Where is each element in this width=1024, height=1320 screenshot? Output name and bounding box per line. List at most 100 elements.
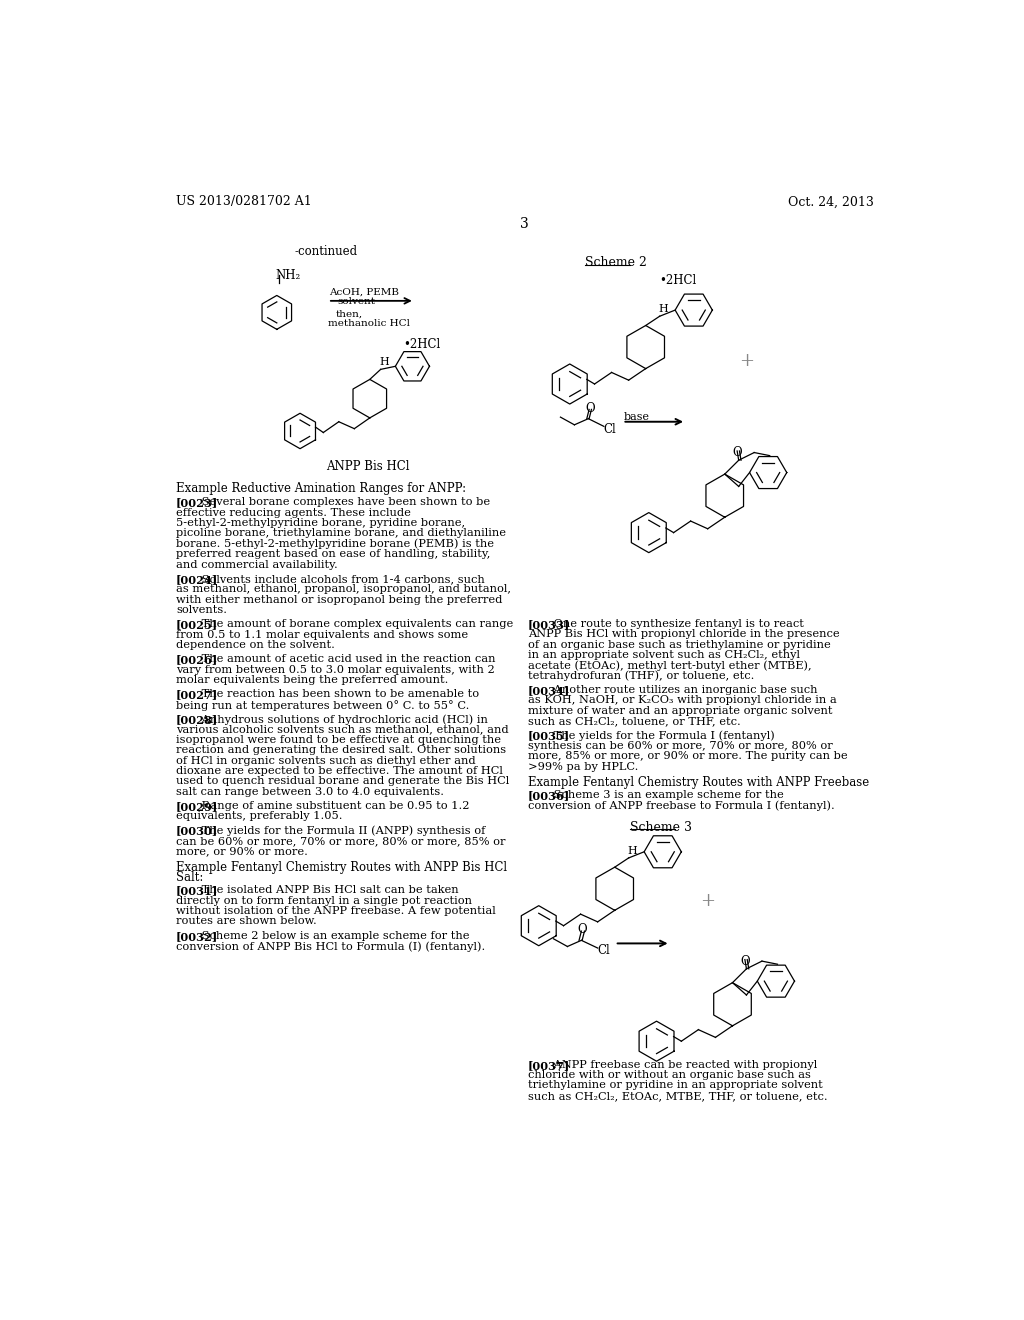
Text: US 2013/0281702 A1: US 2013/0281702 A1 <box>176 195 311 209</box>
Text: chloride with or without an organic base such as: chloride with or without an organic base… <box>528 1071 811 1080</box>
Text: [0025]: [0025] <box>176 619 218 630</box>
Text: conversion of ANPP Bis HCl to Formula (I) (fentanyl).: conversion of ANPP Bis HCl to Formula (I… <box>176 941 485 952</box>
Text: >99% pa by HPLC.: >99% pa by HPLC. <box>528 762 638 772</box>
Text: [0023]: [0023] <box>176 498 218 508</box>
Text: 3: 3 <box>520 216 529 231</box>
Text: mixture of water and an appropriate organic solvent: mixture of water and an appropriate orga… <box>528 706 833 715</box>
Text: can be 60% or more, 70% or more, 80% or more, 85% or: can be 60% or more, 70% or more, 80% or … <box>176 836 506 846</box>
Text: being run at temperatures between 0° C. to 55° C.: being run at temperatures between 0° C. … <box>176 700 469 710</box>
Text: The amount of acetic acid used in the reaction can: The amount of acetic acid used in the re… <box>198 655 496 664</box>
Text: O: O <box>578 924 587 936</box>
Text: routes are shown below.: routes are shown below. <box>176 916 316 927</box>
Text: Oct. 24, 2013: Oct. 24, 2013 <box>787 195 873 209</box>
Text: dependence on the solvent.: dependence on the solvent. <box>176 640 335 649</box>
Text: H: H <box>627 846 637 855</box>
Text: [0035]: [0035] <box>528 730 570 742</box>
Text: [0034]: [0034] <box>528 685 570 696</box>
Text: The isolated ANPP Bis HCl salt can be taken: The isolated ANPP Bis HCl salt can be ta… <box>198 886 459 895</box>
Text: 5-ethyl-2-methylpyridine borane, pyridine borane,: 5-ethyl-2-methylpyridine borane, pyridin… <box>176 517 465 528</box>
Text: then,: then, <box>336 309 362 318</box>
Text: H: H <box>658 304 668 314</box>
Text: O: O <box>740 954 750 968</box>
Text: with either methanol or isopropanol being the preferred: with either methanol or isopropanol bein… <box>176 594 503 605</box>
Text: of HCl in organic solvents such as diethyl ether and: of HCl in organic solvents such as dieth… <box>176 755 476 766</box>
Text: dioxane are expected to be effective. The amount of HCl: dioxane are expected to be effective. Th… <box>176 766 503 776</box>
Text: directly on to form fentanyl in a single pot reaction: directly on to form fentanyl in a single… <box>176 896 472 906</box>
Text: Anhydrous solutions of hydrochloric acid (HCl) in: Anhydrous solutions of hydrochloric acid… <box>198 714 487 725</box>
Text: such as CH₂Cl₂, toluene, or THF, etc.: such as CH₂Cl₂, toluene, or THF, etc. <box>528 717 740 726</box>
Text: molar equivalents being the preferred amount.: molar equivalents being the preferred am… <box>176 675 449 685</box>
Text: O: O <box>586 401 595 414</box>
Text: Cl: Cl <box>598 944 610 957</box>
Text: preferred reagent based on ease of handling, stability,: preferred reagent based on ease of handl… <box>176 549 490 560</box>
Text: ANPP freebase can be reacted with propionyl: ANPP freebase can be reacted with propio… <box>550 1060 817 1069</box>
Text: Cl: Cl <box>604 422 616 436</box>
Text: Scheme 2: Scheme 2 <box>586 256 647 269</box>
Text: borane. 5-ethyl-2-methylpyridine borane (PEMB) is the: borane. 5-ethyl-2-methylpyridine borane … <box>176 539 494 549</box>
Text: The yields for the Formula I (fentanyl): The yields for the Formula I (fentanyl) <box>550 730 774 741</box>
Text: [0029]: [0029] <box>176 801 218 812</box>
Text: Scheme 3: Scheme 3 <box>630 821 692 834</box>
Text: •2HCl: •2HCl <box>659 275 697 286</box>
Text: Solvents include alcohols from 1-4 carbons, such: Solvents include alcohols from 1-4 carbo… <box>198 574 484 583</box>
Text: Range of amine substituent can be 0.95 to 1.2: Range of amine substituent can be 0.95 t… <box>198 801 469 810</box>
Text: as KOH, NaOH, or K₂CO₃ with propionyl chloride in a: as KOH, NaOH, or K₂CO₃ with propionyl ch… <box>528 696 837 705</box>
Text: [0031]: [0031] <box>176 886 218 896</box>
Text: methanolic HCl: methanolic HCl <box>328 318 410 327</box>
Text: synthesis can be 60% or more, 70% or more, 80% or: synthesis can be 60% or more, 70% or mor… <box>528 741 833 751</box>
Text: tetrahydrofuran (THF), or toluene, etc.: tetrahydrofuran (THF), or toluene, etc. <box>528 671 755 681</box>
Text: [0032]: [0032] <box>176 931 218 941</box>
Text: various alcoholic solvents such as methanol, ethanol, and: various alcoholic solvents such as metha… <box>176 725 509 734</box>
Text: •2HCl: •2HCl <box>403 338 440 351</box>
Text: as methanol, ethanol, propanol, isopropanol, and butanol,: as methanol, ethanol, propanol, isopropa… <box>176 585 511 594</box>
Text: [0033]: [0033] <box>528 619 570 630</box>
Text: more, 85% or more, or 90% or more. The purity can be: more, 85% or more, or 90% or more. The p… <box>528 751 848 762</box>
Text: One route to synthesize fentanyl is to react: One route to synthesize fentanyl is to r… <box>550 619 804 628</box>
Text: conversion of ANPP freebase to Formula I (fentanyl).: conversion of ANPP freebase to Formula I… <box>528 800 835 812</box>
Text: solvents.: solvents. <box>176 605 227 615</box>
Text: from 0.5 to 1.1 molar equivalents and shows some: from 0.5 to 1.1 molar equivalents and sh… <box>176 630 468 640</box>
Text: such as CH₂Cl₂, EtOAc, MTBE, THF, or toluene, etc.: such as CH₂Cl₂, EtOAc, MTBE, THF, or tol… <box>528 1090 827 1101</box>
Text: Scheme 3 is an example scheme for the: Scheme 3 is an example scheme for the <box>550 791 783 800</box>
Text: +: + <box>700 892 715 909</box>
Text: +: + <box>738 352 754 371</box>
Text: The yields for the Formula II (ANPP) synthesis of: The yields for the Formula II (ANPP) syn… <box>198 825 485 836</box>
Text: The amount of borane complex equivalents can range: The amount of borane complex equivalents… <box>198 619 513 630</box>
Text: [0024]: [0024] <box>176 574 218 585</box>
Text: vary from between 0.5 to 3.0 molar equivalents, with 2: vary from between 0.5 to 3.0 molar equiv… <box>176 665 495 675</box>
Text: -continued: -continued <box>295 244 357 257</box>
Text: The reaction has been shown to be amenable to: The reaction has been shown to be amenab… <box>198 689 479 700</box>
Text: triethylamine or pyridine in an appropriate solvent: triethylamine or pyridine in an appropri… <box>528 1081 822 1090</box>
Text: acetate (EtOAc), methyl tert-butyl ether (MTBE),: acetate (EtOAc), methyl tert-butyl ether… <box>528 660 812 671</box>
Text: [0030]: [0030] <box>176 825 218 837</box>
Text: Several borane complexes have been shown to be: Several borane complexes have been shown… <box>198 498 489 507</box>
Text: salt can range between 3.0 to 4.0 equivalents.: salt can range between 3.0 to 4.0 equiva… <box>176 787 444 797</box>
Text: picoline borane, triethylamine borane, and diethylaniline: picoline borane, triethylamine borane, a… <box>176 528 506 539</box>
Text: [0028]: [0028] <box>176 714 218 725</box>
Text: and commercial availability.: and commercial availability. <box>176 560 338 569</box>
Text: base: base <box>624 412 650 422</box>
Text: solvent: solvent <box>337 297 375 306</box>
Text: [0026]: [0026] <box>176 655 218 665</box>
Text: isopropanol were found to be effective at quenching the: isopropanol were found to be effective a… <box>176 735 501 744</box>
Text: ANPP Bis HCl: ANPP Bis HCl <box>326 461 410 474</box>
Text: ANPP Bis HCl with propionyl chloride in the presence: ANPP Bis HCl with propionyl chloride in … <box>528 630 840 639</box>
Text: reaction and generating the desired salt. Other solutions: reaction and generating the desired salt… <box>176 744 506 755</box>
Text: [0027]: [0027] <box>176 689 218 701</box>
Text: Scheme 2 below is an example scheme for the: Scheme 2 below is an example scheme for … <box>198 931 469 941</box>
Text: effective reducing agents. These include: effective reducing agents. These include <box>176 508 411 517</box>
Text: [0037]: [0037] <box>528 1060 570 1071</box>
Text: Example Fentanyl Chemistry Routes with ANPP Freebase: Example Fentanyl Chemistry Routes with A… <box>528 776 869 789</box>
Text: without isolation of the ANPP freebase. A few potential: without isolation of the ANPP freebase. … <box>176 906 496 916</box>
Text: Example Reductive Amination Ranges for ANPP:: Example Reductive Amination Ranges for A… <box>176 482 466 495</box>
Text: used to quench residual borane and generate the Bis HCl: used to quench residual borane and gener… <box>176 776 509 787</box>
Text: O: O <box>732 446 742 459</box>
Text: Salt:: Salt: <box>176 871 204 884</box>
Text: NH₂: NH₂ <box>275 268 300 281</box>
Text: of an organic base such as triethylamine or pyridine: of an organic base such as triethylamine… <box>528 640 830 649</box>
Text: equivalents, preferably 1.05.: equivalents, preferably 1.05. <box>176 812 343 821</box>
Text: more, or 90% or more.: more, or 90% or more. <box>176 846 308 857</box>
Text: [0036]: [0036] <box>528 791 570 801</box>
Text: in an appropriate solvent such as CH₂Cl₂, ethyl: in an appropriate solvent such as CH₂Cl₂… <box>528 649 800 660</box>
Text: Another route utilizes an inorganic base such: Another route utilizes an inorganic base… <box>550 685 817 696</box>
